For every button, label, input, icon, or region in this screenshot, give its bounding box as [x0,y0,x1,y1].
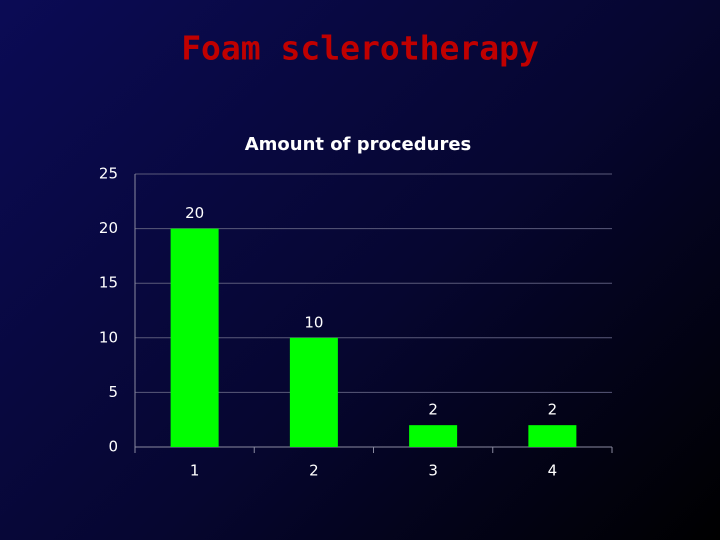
y-tick-label: 20 [99,219,118,237]
data-label: 20 [185,204,204,222]
chart-title: Amount of procedures [245,134,472,155]
y-tick-label: 25 [99,165,118,183]
bar [170,228,219,447]
y-tick-label: 5 [108,383,118,401]
data-label: 2 [428,401,438,419]
x-tick-label: 1 [190,462,200,480]
slide-title: Foam sclerotherapy [181,29,539,68]
data-label: 2 [548,401,558,419]
x-tick-label: 3 [428,462,438,480]
y-tick-label: 10 [99,328,118,346]
data-label: 10 [304,313,323,331]
bar [409,425,458,447]
y-tick-label: 15 [99,274,118,292]
bar [289,337,338,447]
bar [528,425,577,447]
x-tick-label: 4 [548,462,558,480]
x-tick-label: 2 [309,462,319,480]
y-tick-label: 0 [108,438,118,456]
